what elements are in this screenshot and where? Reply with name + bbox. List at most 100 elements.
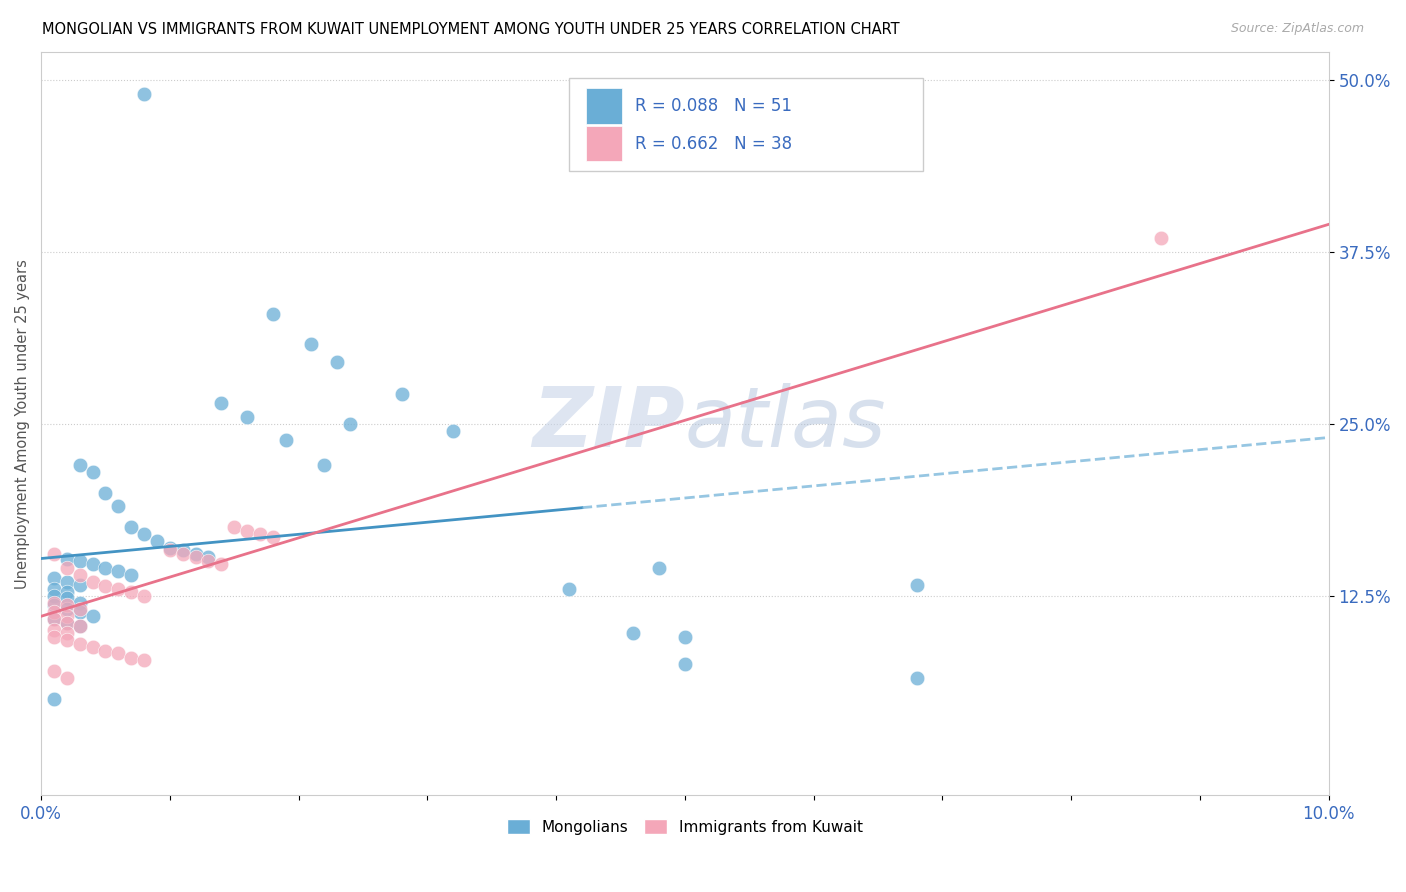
FancyBboxPatch shape <box>586 88 621 124</box>
Text: R = 0.662   N = 38: R = 0.662 N = 38 <box>634 135 792 153</box>
Point <box>42 605 65 619</box>
Point <box>56 561 79 575</box>
Point <box>120 520 142 534</box>
Point <box>82 609 104 624</box>
Point <box>301 337 323 351</box>
Point <box>146 533 169 548</box>
Point <box>69 577 91 591</box>
Point <box>82 465 104 479</box>
Text: Source: ZipAtlas.com: Source: ZipAtlas.com <box>1230 22 1364 36</box>
Point <box>94 561 117 575</box>
Point <box>69 605 91 619</box>
Point <box>69 568 91 582</box>
Point <box>172 548 194 562</box>
Point <box>905 671 928 685</box>
Text: MONGOLIAN VS IMMIGRANTS FROM KUWAIT UNEMPLOYMENT AMONG YOUTH UNDER 25 YEARS CORR: MONGOLIAN VS IMMIGRANTS FROM KUWAIT UNEM… <box>42 22 900 37</box>
Point <box>209 396 232 410</box>
Point <box>107 564 129 578</box>
Point <box>197 554 219 568</box>
Point <box>274 434 297 448</box>
Point <box>42 589 65 603</box>
Point <box>42 595 65 609</box>
Point <box>249 526 271 541</box>
Point <box>120 650 142 665</box>
Point <box>42 612 65 626</box>
Legend: Mongolians, Immigrants from Kuwait: Mongolians, Immigrants from Kuwait <box>501 813 869 841</box>
Point <box>82 640 104 654</box>
Point <box>42 691 65 706</box>
Point <box>94 643 117 657</box>
Point <box>56 632 79 647</box>
Point <box>56 599 79 613</box>
Point <box>262 529 284 543</box>
Point <box>42 599 65 613</box>
Point <box>42 582 65 596</box>
Point <box>56 671 79 685</box>
Text: atlas: atlas <box>685 384 887 464</box>
Point <box>56 616 79 631</box>
Point <box>69 619 91 633</box>
Point <box>132 526 155 541</box>
Text: R = 0.088   N = 51: R = 0.088 N = 51 <box>634 97 792 115</box>
Point <box>69 619 91 633</box>
Point <box>236 409 259 424</box>
Point <box>236 524 259 538</box>
Point <box>120 584 142 599</box>
Point <box>339 417 361 431</box>
Point <box>82 574 104 589</box>
Point <box>107 647 129 661</box>
Point <box>159 543 181 558</box>
Point <box>56 602 79 616</box>
Point <box>159 541 181 555</box>
Point <box>120 568 142 582</box>
Point <box>673 657 696 672</box>
Point <box>69 602 91 616</box>
Point <box>184 550 207 565</box>
Point <box>132 589 155 603</box>
Point <box>56 609 79 624</box>
Point <box>56 591 79 606</box>
Point <box>42 623 65 637</box>
Point <box>42 630 65 644</box>
Point <box>56 574 79 589</box>
FancyBboxPatch shape <box>586 126 621 161</box>
Point <box>42 612 65 626</box>
Point <box>172 543 194 558</box>
Point <box>94 485 117 500</box>
FancyBboxPatch shape <box>569 78 924 171</box>
Point <box>69 595 91 609</box>
Point <box>69 554 91 568</box>
Point <box>1150 231 1173 245</box>
Point <box>314 458 336 472</box>
Point <box>42 665 65 679</box>
Point <box>56 616 79 631</box>
Point <box>197 550 219 565</box>
Point <box>42 571 65 585</box>
Point <box>132 653 155 667</box>
Point <box>82 557 104 571</box>
Point <box>69 458 91 472</box>
Point <box>132 87 155 101</box>
Point <box>56 625 79 640</box>
Point <box>905 577 928 591</box>
Point <box>621 625 644 640</box>
Point <box>107 500 129 514</box>
Point <box>56 551 79 566</box>
Point <box>209 557 232 571</box>
Point <box>69 637 91 651</box>
Text: ZIP: ZIP <box>533 384 685 464</box>
Y-axis label: Unemployment Among Youth under 25 years: Unemployment Among Youth under 25 years <box>15 259 30 589</box>
Point <box>558 582 581 596</box>
Point <box>56 584 79 599</box>
Point <box>184 548 207 562</box>
Point <box>224 520 246 534</box>
Point <box>326 355 349 369</box>
Point <box>391 386 413 401</box>
Point <box>107 582 129 596</box>
Point <box>648 561 671 575</box>
Point <box>673 630 696 644</box>
Point <box>262 307 284 321</box>
Point <box>42 548 65 562</box>
Point <box>441 424 464 438</box>
Point <box>94 579 117 593</box>
